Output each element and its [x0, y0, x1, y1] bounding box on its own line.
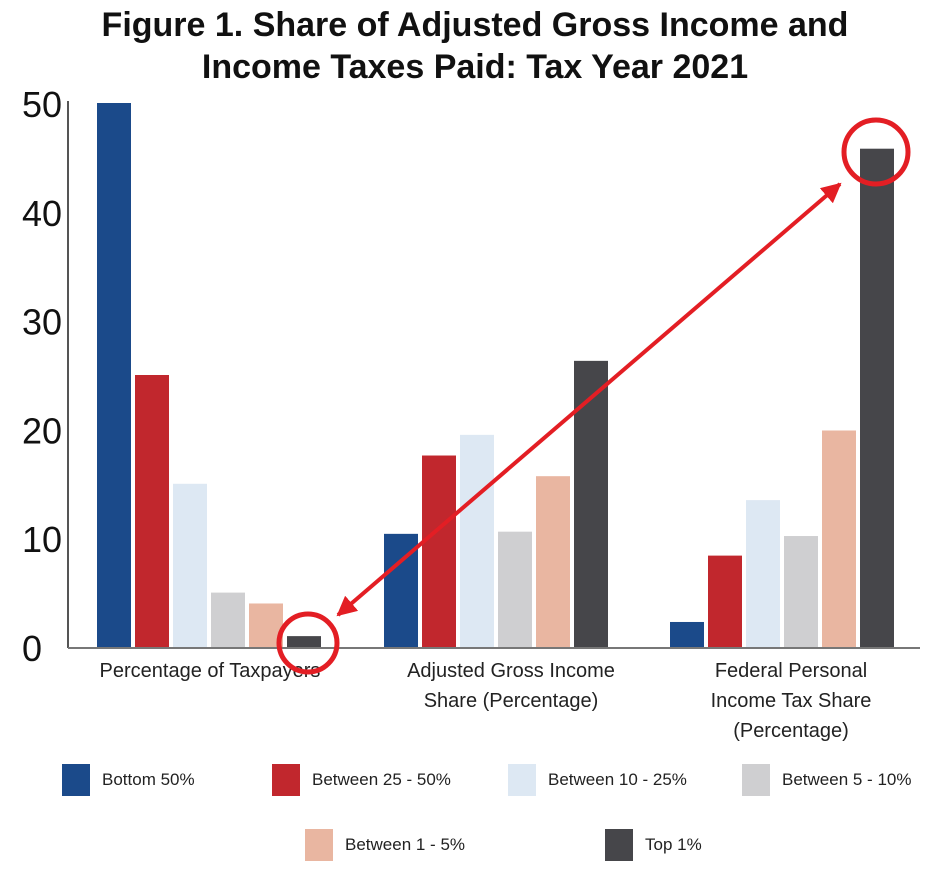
legend-label: Between 1 - 5%	[345, 835, 466, 854]
legend-swatch	[62, 764, 90, 796]
legend-item: Between 1 - 5%	[305, 829, 465, 861]
chart-title: Figure 1. Share of Adjusted Gross Income…	[0, 4, 950, 88]
comparison-arrow	[336, 182, 842, 617]
bar-1-2	[708, 555, 742, 647]
bar-2-1	[460, 434, 494, 647]
legend-swatch	[605, 829, 633, 861]
x-category-label: (Percentage)	[733, 720, 849, 742]
y-tick-label: 0	[22, 628, 42, 669]
bar-0-0	[97, 103, 131, 647]
x-category-label: Share (Percentage)	[424, 690, 599, 712]
y-tick-label: 50	[22, 84, 62, 125]
bar-5-0	[287, 636, 321, 647]
legend-swatch	[508, 764, 536, 796]
legend-label: Between 10 - 25%	[548, 770, 687, 789]
legend-swatch	[305, 829, 333, 861]
legend-item: Between 5 - 10%	[742, 764, 911, 796]
legend-label: Bottom 50%	[102, 770, 195, 789]
y-tick-label: 30	[22, 302, 62, 343]
chart-title-line-1: Figure 1. Share of Adjusted Gross Income…	[101, 6, 849, 44]
bar-5-2	[860, 148, 894, 648]
bar-3-2	[784, 536, 818, 647]
legend-swatch	[742, 764, 770, 796]
legend-item: Top 1%	[605, 829, 702, 861]
legend-swatch	[272, 764, 300, 796]
highlight-circle-low	[276, 611, 340, 675]
y-tick-label: 20	[22, 410, 62, 451]
legend-item: Bottom 50%	[62, 764, 195, 796]
bar-1-0	[135, 375, 169, 647]
legend-label: Top 1%	[645, 835, 702, 854]
x-category-label: Federal Personal	[715, 660, 867, 682]
x-category-label: Percentage of Taxpayers	[100, 660, 321, 682]
legend-label: Between 25 - 50%	[312, 770, 451, 789]
legend-item: Between 25 - 50%	[272, 764, 451, 796]
legend-label: Between 5 - 10%	[782, 770, 912, 789]
bar-3-0	[211, 592, 245, 647]
chart-title-line-2: Income Taxes Paid: Tax Year 2021	[201, 48, 749, 86]
bar-1-1	[422, 455, 456, 647]
bar-0-2	[670, 621, 704, 647]
y-tick-label: 40	[22, 193, 62, 234]
bar-2-2	[746, 500, 780, 647]
highlight-circle-high	[841, 117, 911, 187]
bar-5-1	[574, 360, 608, 647]
legend-item: Between 10 - 25%	[508, 764, 687, 796]
x-category-label: Income Tax Share	[711, 690, 872, 712]
bar-4-2	[822, 430, 856, 647]
bar-3-1	[498, 531, 532, 647]
y-tick-label: 10	[22, 519, 62, 560]
x-category-label: Adjusted Gross Income	[407, 660, 615, 682]
bar-4-1	[536, 476, 570, 647]
bar-2-0	[173, 483, 207, 647]
